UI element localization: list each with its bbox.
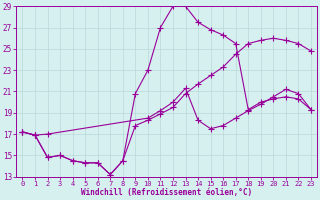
X-axis label: Windchill (Refroidissement éolien,°C): Windchill (Refroidissement éolien,°C) [81, 188, 252, 197]
